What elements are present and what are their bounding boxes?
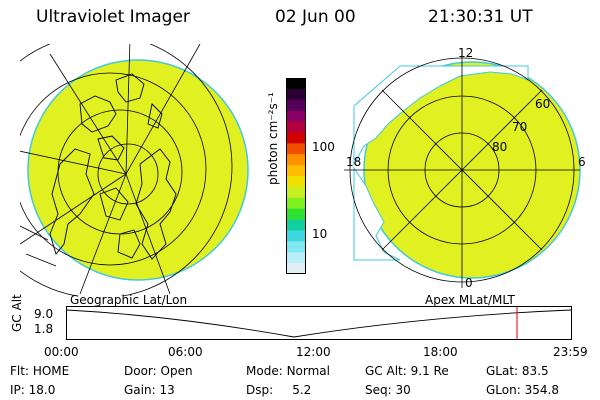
status-mode: Mode: Normal <box>246 364 330 378</box>
colorbar-band <box>286 219 306 231</box>
geo-meridian <box>125 173 171 295</box>
mlat-label-60: 60 <box>535 97 551 111</box>
geo-coastline <box>99 187 129 221</box>
colorbar-band <box>286 241 306 253</box>
geo-lat-circle <box>97 143 159 205</box>
xtick-1800: 18:00 <box>423 345 458 359</box>
altitude-ytick-bottom: 1.8 <box>34 322 54 336</box>
geo-image-disk <box>27 59 249 281</box>
apex-mlt-line <box>381 89 543 251</box>
colorbar-band <box>286 132 306 144</box>
altitude-curve <box>66 309 572 338</box>
geo-meridian <box>125 44 131 175</box>
instrument-title: Ultraviolet Imager <box>36 7 190 27</box>
geo-coastline <box>135 148 177 260</box>
geo-coastline <box>115 73 145 103</box>
colorbar-unit-label: photon cm⁻²s⁻¹ <box>266 92 280 185</box>
xtick-0600: 06:00 <box>168 345 203 359</box>
altitude-ylabel: GC Alt <box>10 294 24 332</box>
geo-terminator <box>25 253 57 267</box>
colorbar <box>286 78 306 274</box>
status-value: 30 <box>395 383 411 397</box>
geo-meridian <box>79 173 127 295</box>
geo-coastline <box>147 103 163 129</box>
colorbar-band <box>286 88 306 101</box>
apex-map-label: Apex MLat/MLT <box>425 293 515 307</box>
status-value: HOME <box>32 364 70 378</box>
altitude-ytick-top: 9.0 <box>34 307 54 321</box>
mlt-label-noon: 12 <box>458 46 474 60</box>
status-seq: Seq: 30 <box>365 383 411 397</box>
colorbar-band <box>286 176 306 188</box>
colorbar-tick-10: 10 <box>312 227 328 241</box>
geo-meridian <box>125 44 201 175</box>
colorbar-band <box>286 78 306 90</box>
mlat-label-80: 80 <box>492 140 508 154</box>
geo-lat-circle <box>20 44 233 296</box>
status-gain: Gain: 13 <box>124 383 175 397</box>
geo-coastline <box>117 229 141 259</box>
geo-meridian <box>20 173 127 245</box>
geographic-map <box>20 44 249 296</box>
geo-coastline <box>49 148 95 255</box>
status-value: Normal <box>286 364 330 378</box>
observation-date: 02 Jun 00 <box>275 7 356 27</box>
colorbar-band <box>286 154 306 166</box>
status-glon: GLon: 354.8 <box>486 383 559 397</box>
colorbar-tick-100: 100 <box>312 140 335 154</box>
status-door: Door: Open <box>124 364 193 378</box>
observation-time: 21:30:31 UT <box>428 7 533 27</box>
status-value: 9.1 Re <box>410 364 449 378</box>
status-value: 5.2 <box>292 383 312 397</box>
colorbar-band <box>286 263 306 274</box>
status-value: Open <box>160 364 193 378</box>
xtick-0000: 00:00 <box>44 345 79 359</box>
apex-image-edge <box>353 65 529 166</box>
colorbar-band <box>286 252 306 264</box>
altitude-plot <box>66 306 572 340</box>
geo-lat-circle <box>20 72 207 266</box>
status-dsp: Dsp: 5.2 <box>246 383 312 397</box>
status-flight: Flt: HOME <box>10 364 70 378</box>
geo-map-label: Geographic Lat/Lon <box>70 293 188 307</box>
geo-coastline <box>79 95 117 133</box>
geo-meridian <box>49 53 127 175</box>
colorbar-band <box>286 121 306 133</box>
colorbar-band <box>286 197 306 210</box>
colorbar-band <box>286 186 306 199</box>
status-value: 83.5 <box>521 364 549 378</box>
mlt-label-dawn: 6 <box>578 155 586 169</box>
mlt-label-dusk: 18 <box>346 155 362 169</box>
status-value: 13 <box>159 383 175 397</box>
geo-terminator <box>20 225 49 241</box>
colorbar-band <box>286 110 306 123</box>
geo-meridian <box>20 150 127 175</box>
colorbar-band <box>286 230 306 242</box>
apex-image-edge <box>353 166 401 261</box>
geo-coastline <box>97 135 125 161</box>
status-gc-alt: GC Alt: 9.1 Re <box>365 364 449 378</box>
apex-polar-map <box>344 52 581 288</box>
status-value: 18.0 <box>28 383 56 397</box>
colorbar-band <box>286 99 306 112</box>
status-ip: IP: 18.0 <box>10 383 56 397</box>
xtick-2359: 23:59 <box>553 345 588 359</box>
mlat-label-70: 70 <box>512 120 528 134</box>
status-glat: GLat: 83.5 <box>486 364 549 378</box>
colorbar-band <box>286 143 306 155</box>
xtick-1200: 12:00 <box>296 345 331 359</box>
colorbar-band <box>286 208 306 221</box>
colorbar-band <box>286 165 306 177</box>
status-value: 354.8 <box>524 383 559 397</box>
mlt-label-midnight: 0 <box>465 276 473 290</box>
